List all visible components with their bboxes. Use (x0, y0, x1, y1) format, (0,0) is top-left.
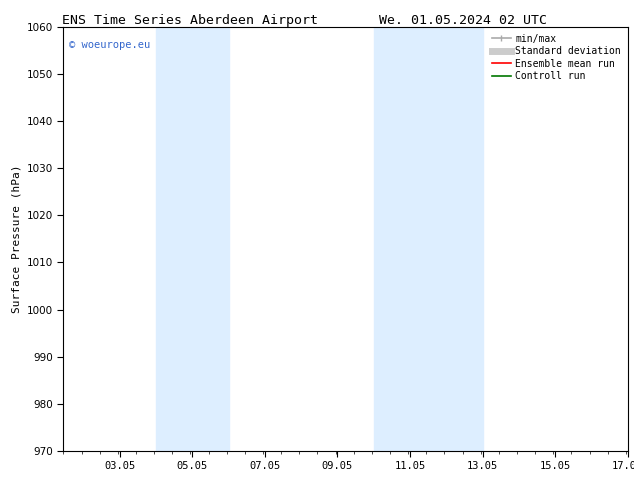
Bar (373, 27, 482, 451)
Text: We. 01.05.2024 02 UTC: We. 01.05.2024 02 UTC (379, 14, 547, 27)
Legend: min/max, Standard deviation, Ensemble mean run, Controll run: min/max, Standard deviation, Ensemble me… (488, 30, 624, 85)
Text: © woeurope.eu: © woeurope.eu (69, 40, 150, 49)
Bar (156, 27, 228, 451)
Y-axis label: Surface Pressure (hPa): Surface Pressure (hPa) (11, 165, 21, 313)
Text: ENS Time Series Aberdeen Airport: ENS Time Series Aberdeen Airport (62, 14, 318, 27)
